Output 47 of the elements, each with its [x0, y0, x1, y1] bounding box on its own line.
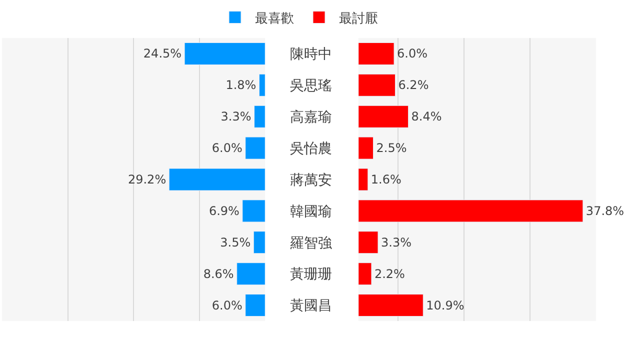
bar [258, 74, 266, 96]
bar [245, 136, 266, 160]
data-label: 3.3% [220, 110, 252, 124]
bar [358, 231, 378, 254]
y-tick-label: 吳思瑤 [290, 78, 332, 94]
y-tick-label: 蔣萬安 [290, 172, 332, 188]
bar [358, 262, 372, 286]
data-label: 1.8% [226, 78, 256, 92]
bar [358, 294, 424, 317]
bar [358, 136, 374, 160]
y-tick-label: 高嘉瑜 [290, 110, 332, 126]
y-tick-label: 黃國昌 [290, 298, 332, 314]
data-label: 24.5% [143, 46, 182, 61]
legend-label: 最討厭 [339, 11, 378, 26]
data-label: 37.8% [586, 204, 624, 218]
y-tick-label: 羅智強 [290, 235, 332, 252]
bar [358, 42, 394, 65]
bar [168, 168, 266, 191]
bar [358, 105, 409, 128]
data-label: 6.0% [397, 46, 428, 61]
bar [358, 74, 396, 96]
data-label: 6.9% [208, 204, 240, 218]
y-tick-label: 陳時中 [290, 46, 332, 63]
bar [236, 262, 266, 286]
data-label: 2.2% [374, 266, 405, 281]
data-label: 10.9% [426, 298, 464, 312]
bar [245, 294, 266, 317]
bar [184, 42, 266, 65]
data-label: 3.5% [220, 235, 251, 250]
data-label: 8.6% [203, 266, 234, 281]
bar [242, 200, 266, 222]
data-label: 8.4% [411, 110, 442, 124]
data-label: 3.3% [381, 235, 412, 250]
data-label: 1.6% [370, 172, 402, 186]
y-tick-label: 韓國瑜 [290, 204, 332, 220]
bar [358, 200, 584, 222]
data-label: 6.0% [212, 298, 242, 312]
data-label: 29.2% [128, 172, 166, 186]
bar [254, 105, 266, 128]
data-label: 6.0% [212, 141, 242, 156]
bar [358, 168, 368, 191]
y-tick-label: 黃珊珊 [290, 266, 332, 283]
data-label: 6.2% [398, 78, 429, 92]
y-tick-label: 吳怡農 [290, 140, 332, 157]
data-label: 2.5% [376, 141, 407, 156]
legend-label: 最喜歡 [255, 11, 294, 26]
bar [253, 231, 266, 254]
